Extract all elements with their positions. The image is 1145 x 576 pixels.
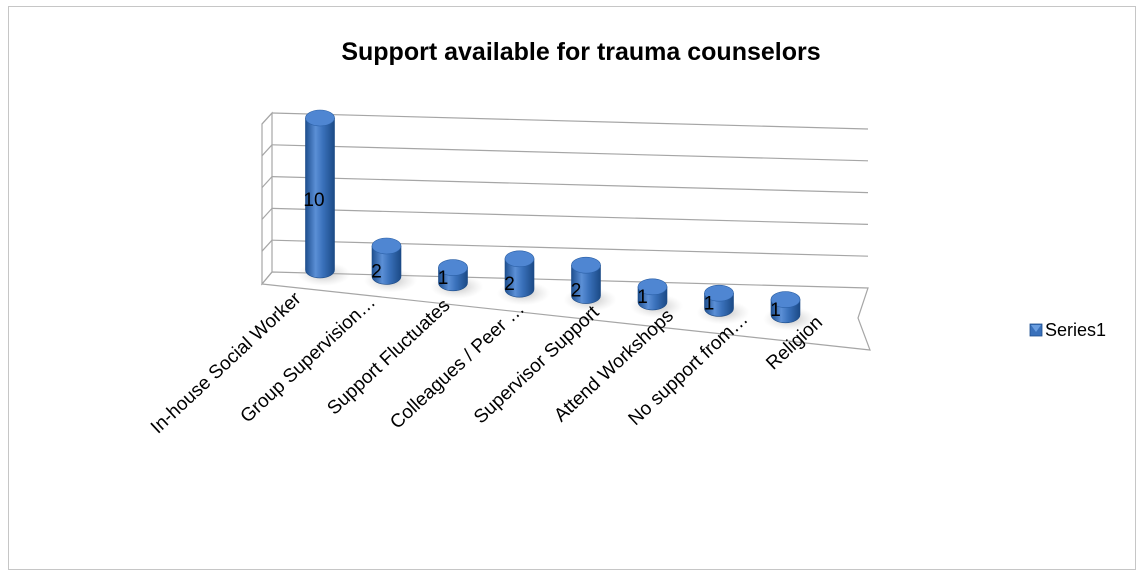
gridline-side: [261, 207, 273, 220]
gridline-side: [261, 239, 273, 252]
gridlines: [261, 112, 869, 257]
chart-title: Support available for trauma counselors: [341, 38, 821, 66]
data-label: 2: [371, 261, 382, 282]
tick-label: In-house Social Worker: [147, 288, 306, 438]
bar: [497, 250, 550, 306]
bar: [297, 109, 351, 286]
bar: [696, 284, 750, 325]
bar-top: [438, 259, 468, 276]
gridline-side: [261, 176, 273, 189]
floor: [260, 271, 871, 351]
data-label: 1: [637, 287, 648, 308]
bars: [297, 109, 816, 331]
tick-label: Group Supervision…: [237, 292, 380, 428]
bar-body: [504, 258, 535, 298]
data-label: 1: [704, 293, 715, 314]
data-label: 2: [571, 281, 582, 302]
data-label: 1: [438, 268, 449, 289]
gridline-side: [261, 112, 273, 125]
legend-swatch-shade: [1031, 325, 1041, 332]
side-wall: [261, 111, 273, 286]
bar-top: [637, 278, 668, 296]
data-labels: 10 2 1 2 2 1 1 1: [303, 190, 780, 321]
bar-top: [704, 284, 734, 302]
legend: Series1: [1029, 320, 1106, 340]
data-label: 10: [303, 190, 324, 211]
bar: [630, 278, 683, 318]
gridline: [271, 176, 869, 194]
data-label: 1: [770, 300, 781, 321]
gridline-side: [261, 144, 273, 157]
bar: [563, 256, 617, 312]
bar-top: [571, 256, 601, 274]
bar: [364, 237, 417, 293]
bar-top: [305, 109, 335, 127]
tick-label: Colleagues / Peer …: [386, 298, 529, 433]
gridline: [271, 112, 869, 130]
data-label: 2: [504, 274, 515, 295]
bar-top: [371, 237, 402, 255]
bar-body: [371, 245, 402, 285]
bar-body: [571, 264, 601, 304]
bar: [763, 291, 816, 331]
gridline: [271, 144, 869, 162]
bar-top: [770, 291, 801, 308]
bar-top: [504, 250, 535, 268]
bar: [430, 259, 484, 299]
gridline: [271, 207, 869, 225]
legend-label: Series1: [1045, 320, 1106, 340]
gridline: [271, 239, 869, 257]
bar-body: [305, 117, 335, 279]
